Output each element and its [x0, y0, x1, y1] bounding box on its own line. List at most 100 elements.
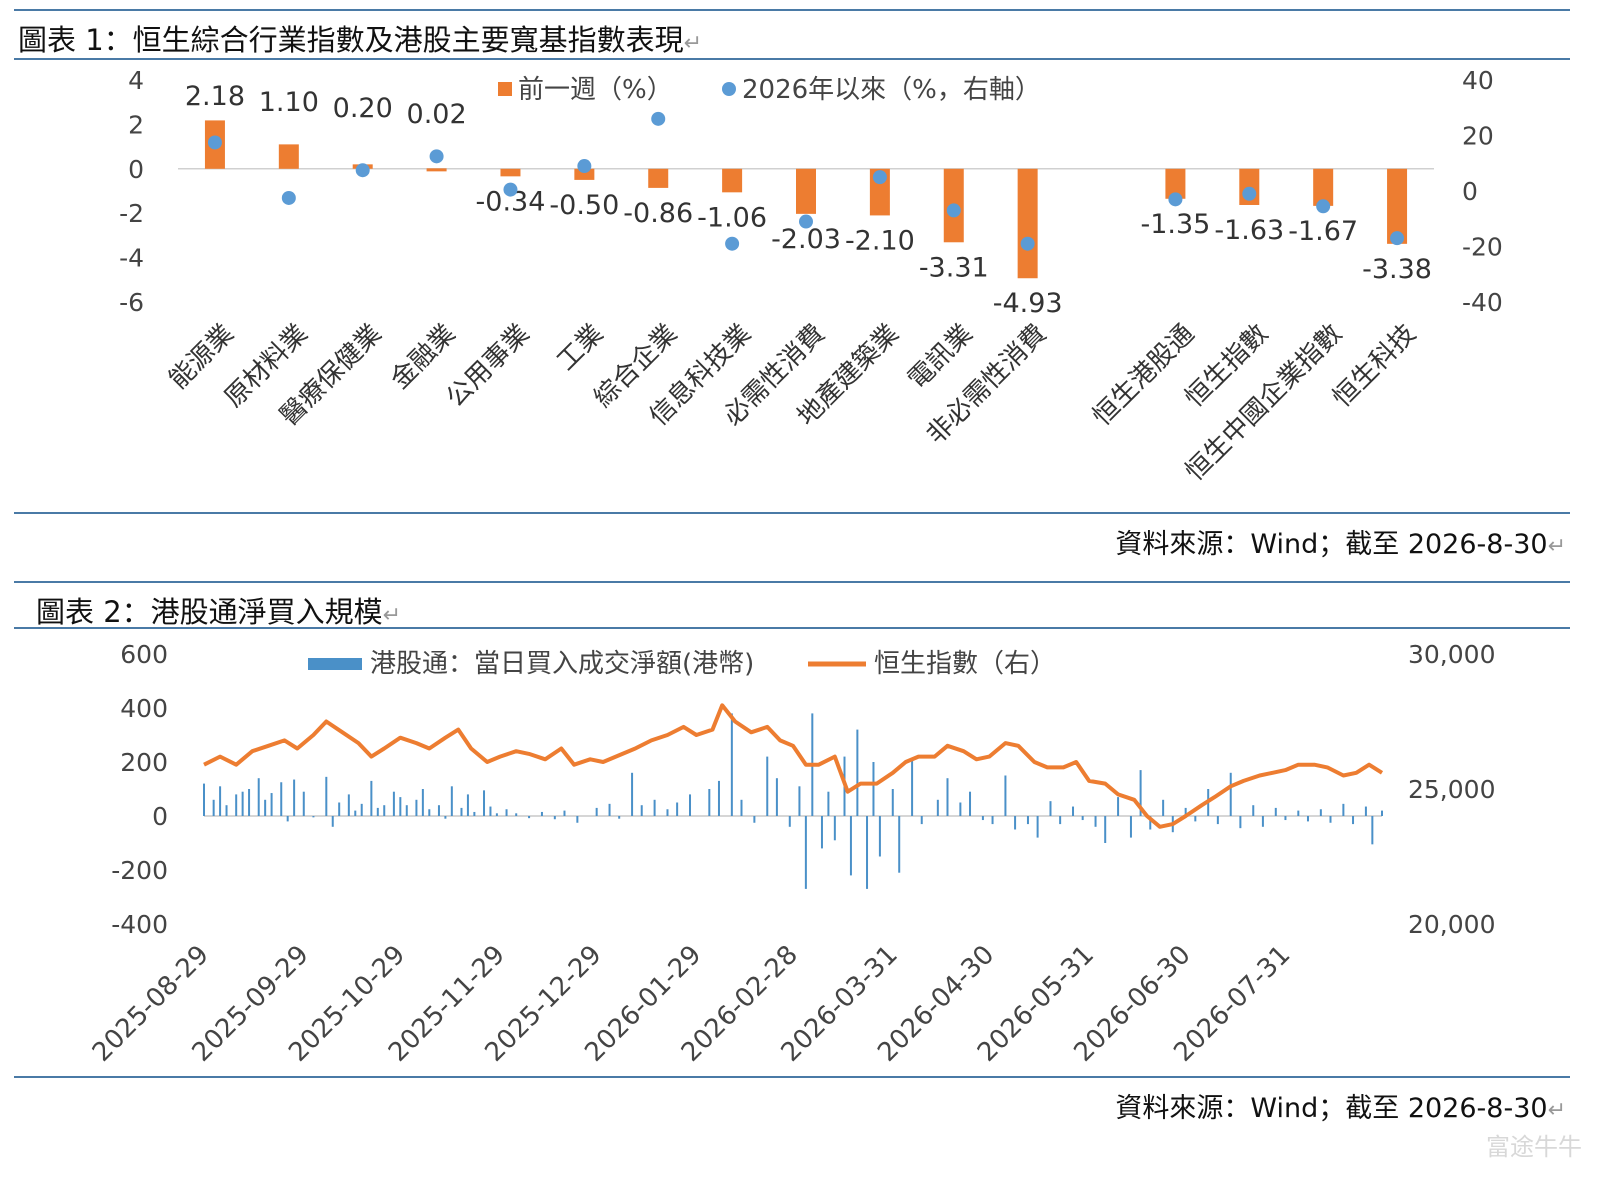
chart2-bar [753, 816, 756, 823]
chart1-bar [1313, 168, 1334, 206]
chart1-legend-swatch-bar [498, 82, 512, 96]
chart2-bar [946, 778, 949, 816]
chart1-data-label: -1.06 [697, 202, 767, 233]
top-rule [14, 9, 1570, 11]
chart2-bar [1342, 803, 1345, 816]
chart2-bar [1139, 770, 1142, 816]
chart2-bar [804, 816, 807, 889]
chart2-bar [241, 791, 244, 816]
chart2-bar [338, 802, 341, 816]
chart2-bar [959, 802, 962, 816]
chart1-dot [281, 190, 296, 205]
chart2-bar [1129, 816, 1132, 838]
chart1-left-tick: 0 [128, 155, 144, 184]
chart1-dot [872, 170, 887, 185]
chart2-bar [981, 816, 984, 821]
chart1-left-tick: -4 [119, 244, 144, 273]
chart2-left-tick: 200 [120, 748, 168, 777]
chart2-bar [1194, 816, 1197, 822]
chart2-bar [293, 779, 296, 816]
chart2-bar [666, 809, 669, 816]
chart2-title-rule [14, 627, 1570, 629]
chart2-bar [872, 762, 875, 816]
chart2-bar [1162, 799, 1165, 816]
chart2-bar [370, 780, 373, 816]
chart1-dot [725, 236, 740, 251]
chart2-bar [766, 756, 769, 816]
chart2-bar [653, 799, 656, 816]
chart2-bar [495, 813, 498, 816]
chart2-legend-swatch-bar [308, 658, 362, 670]
chart2-bar [1059, 816, 1062, 825]
chart2-bar [473, 811, 476, 816]
chart2-bar [1184, 807, 1187, 816]
chart2-bar [1117, 797, 1120, 816]
chart2-bar [1104, 816, 1107, 843]
chart1-bar [278, 144, 299, 169]
chart2-bar [608, 803, 611, 816]
chart1-category-label: 公用事業 [441, 319, 536, 414]
chart1-bar [574, 168, 595, 180]
chart2-legend-label: 恒生指數（右） [874, 649, 1056, 679]
chart2-bar [505, 809, 508, 816]
chart2-bar [1329, 816, 1332, 823]
chart2-bar [676, 802, 679, 816]
chart2-bar [618, 816, 621, 819]
chart2-bar [528, 816, 531, 819]
chart1-right-tick: 20 [1462, 122, 1494, 151]
chart2-bar [866, 816, 869, 889]
chart2-bar [325, 776, 328, 816]
chart2-bar [483, 790, 486, 816]
chart2-bar [1229, 772, 1232, 816]
chart2-bar [1297, 810, 1300, 816]
chart2-bar [1252, 805, 1255, 816]
chart2-bar [280, 782, 283, 816]
chart2-bar [740, 799, 743, 816]
chart1-bar [426, 168, 447, 172]
chart1-dot [429, 149, 444, 164]
chart1-title-rule [14, 58, 1570, 60]
chart2-bar [257, 778, 260, 816]
chart2-bar [212, 799, 215, 816]
chart1-data-label: -0.50 [549, 190, 619, 221]
chart2-bar [1216, 816, 1219, 825]
chart1-dot [799, 214, 813, 229]
chart2-bar [286, 816, 289, 822]
chart1-dot [1390, 231, 1405, 246]
chart1-data-label: -2.10 [845, 225, 915, 256]
chart1-data-label: -0.86 [623, 198, 693, 229]
chart2-bar [689, 794, 692, 816]
chart2-bar [891, 789, 894, 816]
chart2-bar [515, 813, 518, 816]
chart1-bar [1165, 168, 1186, 199]
chart2-bar [856, 729, 859, 816]
chart2-bar [444, 816, 447, 819]
chart1-left-tick: -2 [119, 199, 144, 228]
chart2-bar [878, 816, 881, 857]
chart2-bar [717, 780, 720, 816]
chart2-bar [235, 794, 238, 816]
chart1-dot [355, 163, 370, 178]
chart2-bar [1364, 806, 1367, 816]
chart2-bar [833, 816, 836, 841]
chart1-bar [1017, 168, 1038, 279]
chart2-bar [450, 786, 453, 816]
chart2-bar [1239, 816, 1242, 829]
chart1-dot [577, 159, 592, 174]
chart1-right-tick: -20 [1462, 233, 1503, 262]
chart2-bar [331, 816, 334, 827]
chart2-bar [219, 786, 222, 816]
chart2-bar [1319, 809, 1322, 816]
chart1-dot [1168, 192, 1183, 207]
chart2-top-rule [14, 581, 1570, 583]
chart1-legend-swatch-dot [722, 82, 736, 96]
chart1-data-label: -3.38 [1362, 254, 1432, 285]
chart2-left-tick: 600 [120, 640, 168, 669]
chart2-bar [936, 799, 939, 816]
chart1-data-label: 0.02 [407, 99, 467, 130]
chart2-bar [392, 791, 395, 816]
chart1-right-tick: 40 [1462, 66, 1494, 95]
chart2-bar [820, 816, 823, 849]
chart2-bar [788, 816, 791, 827]
chart2-plot: 6004002000-200-40030,00025,00020,0002025… [87, 640, 1496, 1068]
